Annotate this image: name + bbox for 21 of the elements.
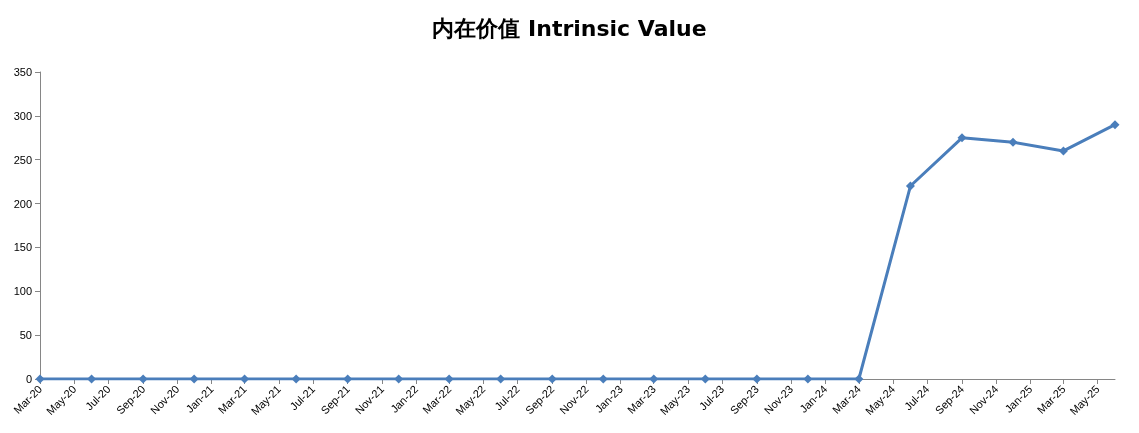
y-tick-label: 250 [13, 153, 32, 166]
point [752, 374, 762, 384]
point [854, 374, 864, 384]
y-tick-label: 200 [13, 197, 32, 210]
point [189, 374, 199, 384]
y-tick-label: 0 [25, 373, 32, 385]
y-tick-label: 150 [13, 241, 32, 254]
y-tick-label: 50 [19, 329, 32, 342]
point [803, 374, 813, 384]
point [1008, 137, 1018, 147]
point [1058, 146, 1068, 156]
point [291, 374, 301, 384]
y-tick-label: 100 [13, 285, 32, 298]
y-tick-label: 350 [13, 66, 32, 78]
point [138, 374, 148, 384]
y-tick-label: 300 [13, 109, 32, 122]
point [905, 181, 915, 191]
point [444, 374, 454, 384]
chart-title: 内在价值 Intrinsic Value [432, 15, 707, 41]
point [957, 133, 967, 143]
point [1110, 120, 1120, 130]
